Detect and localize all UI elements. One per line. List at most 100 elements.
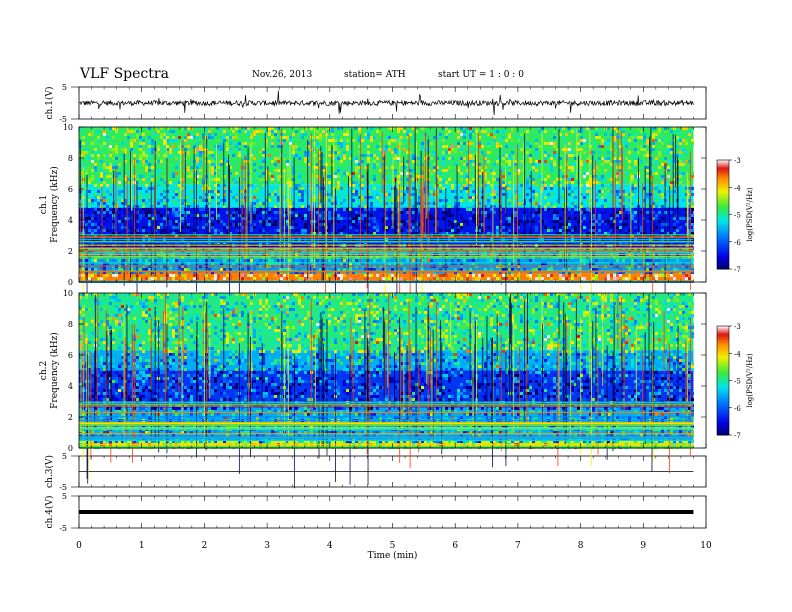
psd-cell	[94, 166, 97, 169]
psd-cell	[670, 199, 673, 202]
psd-cell	[460, 151, 463, 154]
psd-cell	[514, 196, 517, 199]
psd-cell	[112, 268, 115, 271]
psd-cell	[418, 211, 421, 214]
psd-cell	[292, 178, 295, 181]
psd-cell	[658, 205, 661, 208]
psd-cell	[649, 259, 652, 262]
psd-cell	[304, 190, 307, 193]
psd-cell	[139, 145, 142, 148]
psd-cell	[265, 163, 268, 166]
psd-cell	[355, 262, 358, 265]
psd-cell	[433, 184, 436, 187]
psd-cell	[124, 175, 127, 178]
psd-cell	[496, 193, 499, 196]
psd-cell	[199, 169, 202, 172]
psd-cell	[625, 157, 628, 160]
psd-cell	[538, 163, 541, 166]
psd-cell	[622, 193, 625, 196]
psd-cell	[673, 139, 676, 142]
psd-cell	[298, 229, 301, 232]
psd-cell	[601, 175, 604, 178]
psd-cell	[160, 256, 163, 259]
psd-cell	[400, 220, 403, 223]
psd-cell	[373, 268, 376, 271]
psd-cell	[556, 262, 559, 265]
psd-cell	[88, 256, 91, 259]
psd-cell	[148, 148, 151, 151]
psd-cell	[268, 157, 271, 160]
psd-cell	[169, 196, 172, 199]
y-axis-label: ch.1(V)	[44, 87, 55, 120]
psd-cell	[316, 160, 319, 163]
psd-cell	[556, 250, 559, 253]
psd-cell	[466, 142, 469, 145]
psd-cell	[634, 160, 637, 163]
psd-cell	[169, 220, 172, 223]
psd-cell	[352, 214, 355, 217]
psd-cell	[688, 187, 691, 190]
psd-cell	[352, 181, 355, 184]
psd-cell	[580, 160, 583, 163]
psd-cell	[124, 262, 127, 265]
psd-cell	[211, 271, 214, 274]
psd-cell	[226, 163, 229, 166]
psd-cell	[502, 256, 505, 259]
psd-cell	[250, 151, 253, 154]
psd-cell	[448, 223, 451, 226]
psd-cell	[667, 232, 670, 235]
psd-cell	[448, 127, 451, 130]
psd-cell	[346, 199, 349, 202]
psd-cell	[160, 160, 163, 163]
psd-cell	[148, 163, 151, 166]
psd-cell	[499, 208, 502, 211]
psd-cell	[211, 259, 214, 262]
psd-cell	[553, 211, 556, 214]
psd-cell	[592, 151, 595, 154]
psd-cell	[118, 259, 121, 262]
psd-cell	[175, 226, 178, 229]
psd-cell	[412, 259, 415, 262]
psd-cell	[103, 271, 106, 274]
psd-cell	[583, 250, 586, 253]
psd-cell	[151, 178, 154, 181]
psd-cell	[181, 226, 184, 229]
psd-cell	[364, 133, 367, 136]
psd-cell	[256, 211, 259, 214]
psd-cell	[616, 175, 619, 178]
psd-cell	[265, 262, 268, 265]
psd-cell	[574, 226, 577, 229]
psd-cell	[442, 139, 445, 142]
psd-cell	[169, 229, 172, 232]
psd-cell	[169, 139, 172, 142]
psd-cell	[508, 232, 511, 235]
psd-cell	[646, 175, 649, 178]
psd-cell	[271, 175, 274, 178]
psd-cell	[265, 160, 268, 163]
psd-cell	[373, 136, 376, 139]
psd-cell	[298, 148, 301, 151]
psd-cell	[502, 208, 505, 211]
psd-cell	[688, 196, 691, 199]
psd-cell	[583, 142, 586, 145]
psd-cell	[220, 145, 223, 148]
psd-cell	[508, 202, 511, 205]
psd-cell	[319, 214, 322, 217]
psd-cell	[94, 199, 97, 202]
psd-cell	[433, 154, 436, 157]
psd-cell	[148, 205, 151, 208]
psd-cell	[556, 220, 559, 223]
psd-cell	[346, 130, 349, 133]
psd-cell	[157, 130, 160, 133]
psd-cell	[532, 163, 535, 166]
psd-cell	[250, 250, 253, 253]
psd-cell	[403, 232, 406, 235]
psd-cell	[523, 268, 526, 271]
psd-cell	[625, 193, 628, 196]
psd-cell	[616, 181, 619, 184]
psd-cell	[685, 202, 688, 205]
psd-cell	[163, 133, 166, 136]
psd-cell	[514, 214, 517, 217]
psd-cell	[232, 262, 235, 265]
psd-cell	[622, 178, 625, 181]
